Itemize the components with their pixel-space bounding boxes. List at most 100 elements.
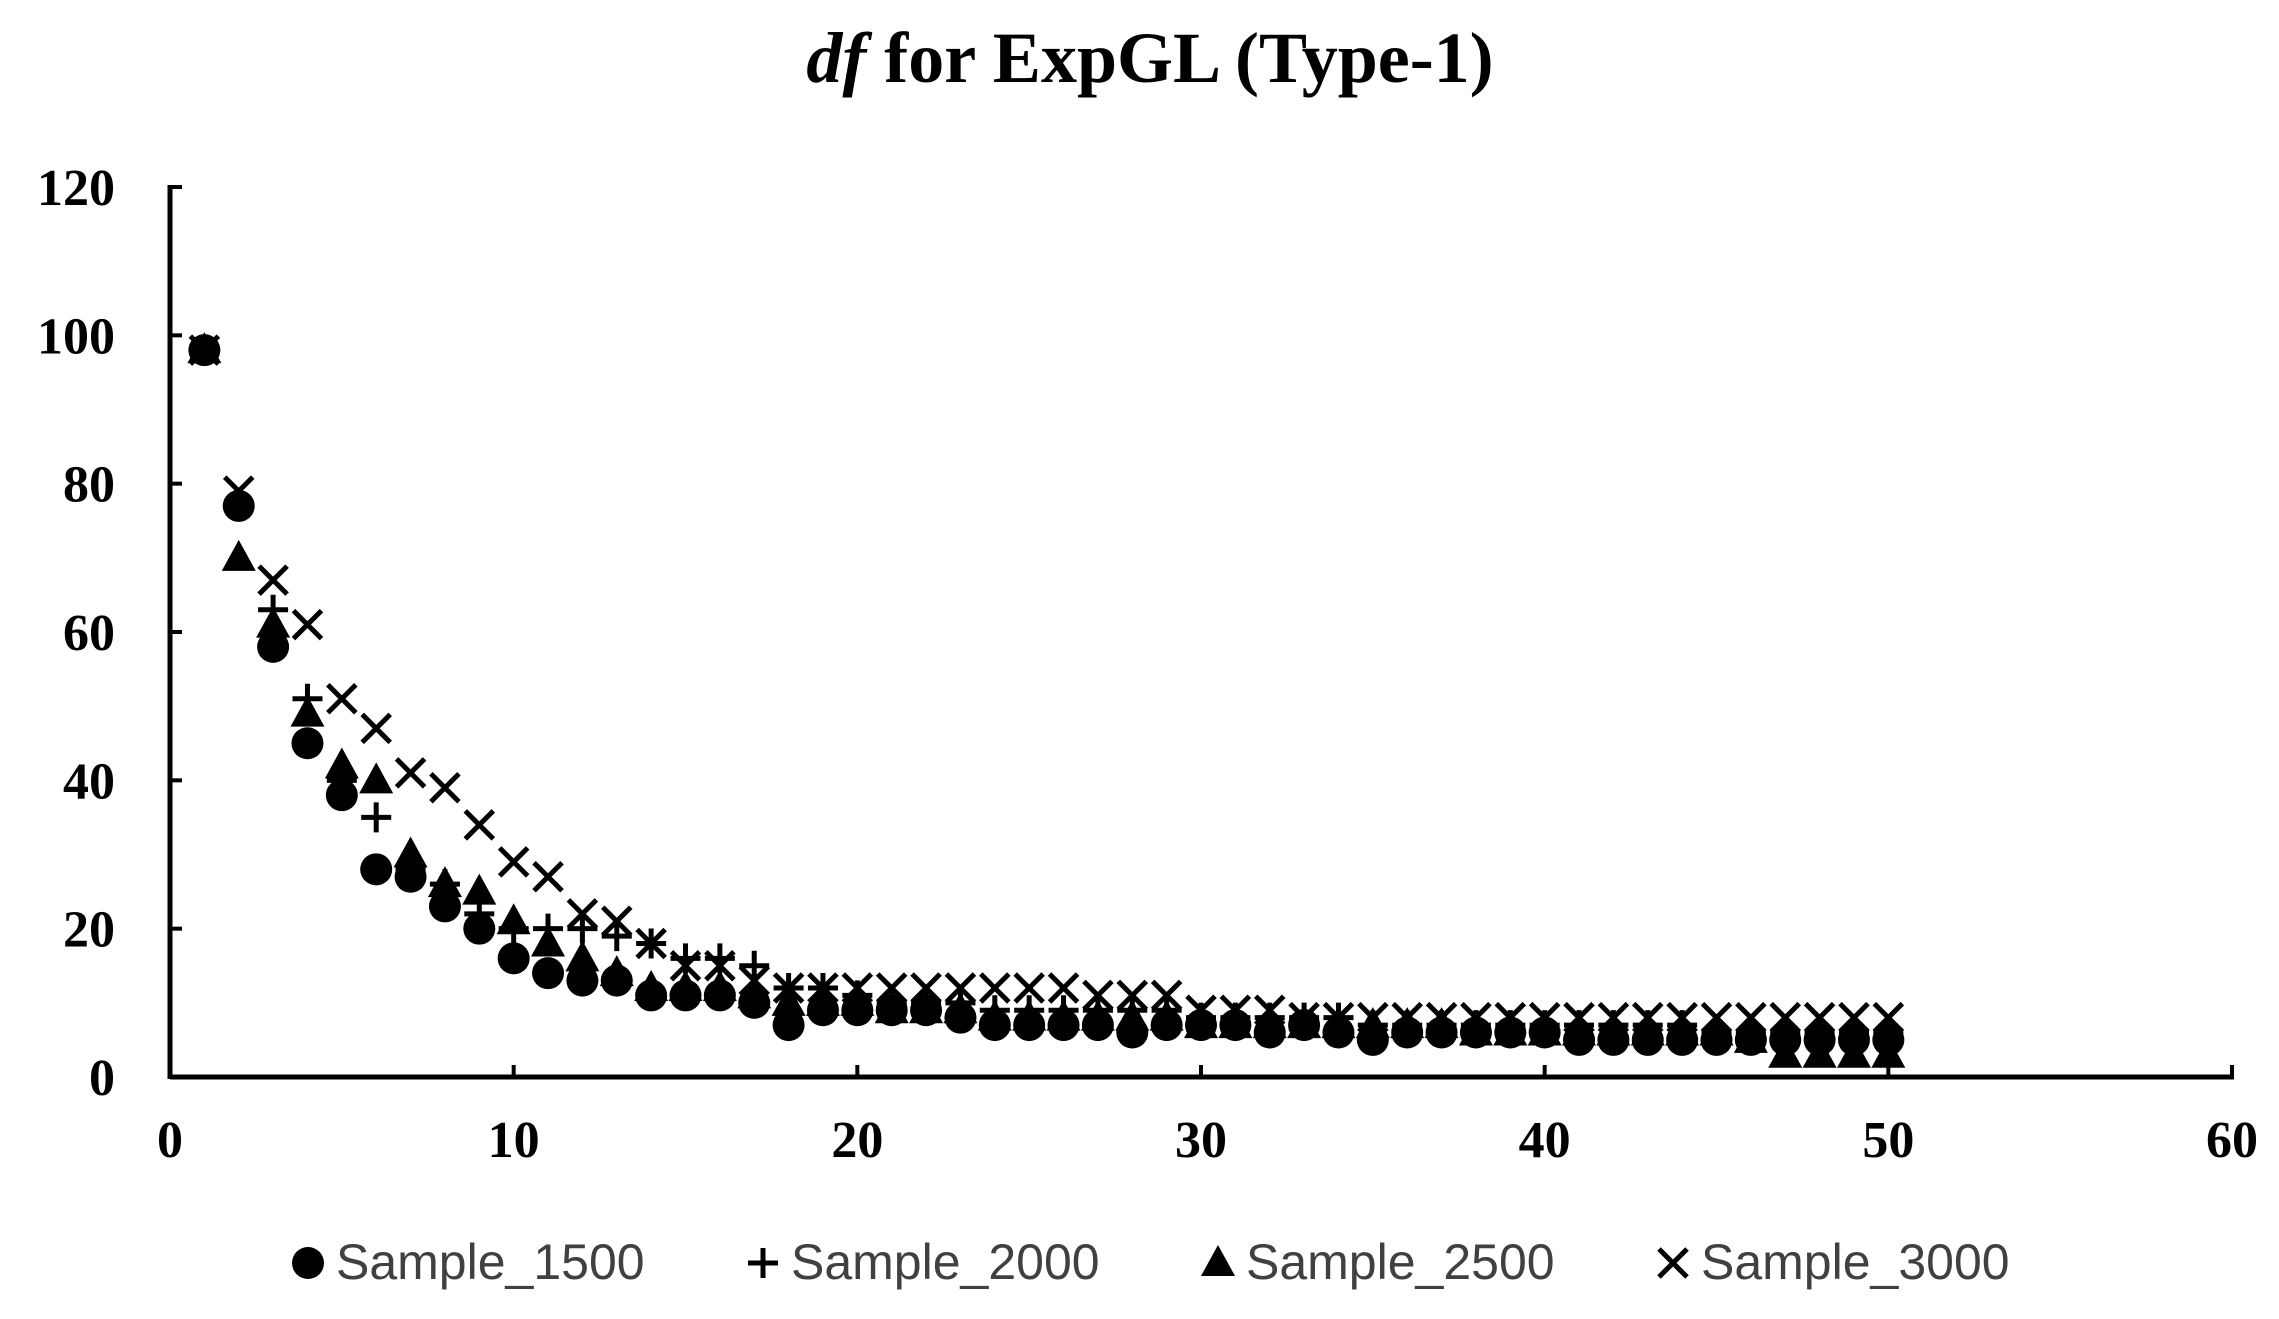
data-point <box>256 606 291 638</box>
data-point <box>1803 1001 1836 1034</box>
data-point <box>634 970 669 1001</box>
data-point <box>1838 1001 1870 1034</box>
data-point <box>944 972 977 1004</box>
legend-item: Sample_1500 <box>292 1234 645 1290</box>
legend-label: Sample_1500 <box>336 1234 645 1290</box>
data-point <box>1012 999 1047 1031</box>
legend-label: Sample_3000 <box>1701 1234 2010 1290</box>
data-point <box>1116 979 1149 1012</box>
data-point <box>565 940 600 972</box>
data-point <box>601 921 632 952</box>
data-point <box>188 334 221 366</box>
data-point <box>326 682 358 715</box>
data-point <box>290 695 325 727</box>
data-point <box>1494 1001 1527 1034</box>
series-sample-2000 <box>189 335 1904 1048</box>
data-point <box>1287 1007 1322 1039</box>
data-point <box>739 950 770 981</box>
data-point <box>532 957 565 990</box>
data-point <box>1252 1007 1287 1039</box>
data-point <box>1871 1036 1906 1068</box>
data-point <box>360 853 393 886</box>
chart-title-italic: df <box>806 18 872 98</box>
data-point <box>291 727 324 760</box>
data-point <box>635 927 667 960</box>
data-point <box>360 712 392 745</box>
data-point <box>977 999 1012 1031</box>
data-point <box>840 984 875 1016</box>
data-point <box>772 1009 805 1042</box>
data-point <box>359 762 394 794</box>
data-point <box>1185 994 1217 1027</box>
x-tick-label: 40 <box>1519 1112 1571 1169</box>
data-point <box>1768 1036 1803 1068</box>
series-sample-2500 <box>187 332 1906 1068</box>
legend-marker <box>748 1248 778 1278</box>
data-point <box>1013 972 1045 1004</box>
data-point <box>1700 1001 1733 1034</box>
y-tick-label: 80 <box>63 457 115 514</box>
data-point <box>1288 1001 1320 1034</box>
data-point <box>1080 999 1115 1031</box>
data-point <box>1115 999 1150 1031</box>
x-tick-label: 10 <box>488 1112 540 1169</box>
data-point <box>1872 1001 1905 1034</box>
data-point <box>1597 1001 1630 1034</box>
data-point <box>669 949 702 982</box>
data-point <box>1769 1001 1801 1034</box>
data-point <box>1802 1036 1837 1068</box>
legend-item: Sample_2000 <box>748 1234 1100 1290</box>
legend-item: Sample_3000 <box>1657 1234 2010 1290</box>
data-point <box>600 905 633 938</box>
data-point <box>1219 994 1252 1027</box>
data-point <box>738 964 771 997</box>
x-tick-label: 0 <box>157 1112 183 1169</box>
data-point <box>497 942 530 975</box>
y-tick-label: 20 <box>63 902 115 959</box>
data-point <box>566 964 599 997</box>
data-point <box>361 802 392 833</box>
data-point <box>1149 999 1184 1031</box>
data-point <box>875 972 908 1004</box>
chart-title-rest: for ExpGL (Type-1) <box>866 18 1493 98</box>
data-point <box>429 771 461 804</box>
legend: Sample_1500 Sample_2000 Sample_2500 Sample_… <box>292 1234 2010 1290</box>
data-point <box>1458 1014 1493 1046</box>
data-point <box>394 757 427 789</box>
data-point <box>257 564 289 596</box>
data-point <box>737 977 772 1009</box>
data-point <box>1355 1007 1390 1039</box>
data-point <box>1527 1014 1562 1046</box>
data-point <box>1047 972 1080 1004</box>
legend-marker <box>292 1247 324 1279</box>
data-point <box>1184 1007 1218 1039</box>
data-point <box>463 809 496 841</box>
data-point <box>1218 1007 1253 1039</box>
data-point <box>979 972 1011 1004</box>
data-marks <box>187 332 1906 1068</box>
data-point <box>1528 1001 1561 1034</box>
legend-label: Sample_2000 <box>791 1234 1100 1290</box>
data-point <box>222 475 255 507</box>
data-point <box>532 860 564 893</box>
data-point <box>1733 1021 1768 1053</box>
data-point <box>324 747 359 779</box>
data-point <box>1424 1007 1459 1039</box>
data-point <box>599 955 634 987</box>
data-point <box>1665 1014 1700 1046</box>
data-point <box>1632 1001 1664 1034</box>
series-sample-1500 <box>188 334 1905 1056</box>
data-point <box>943 992 978 1024</box>
data-point <box>1563 1001 1595 1034</box>
data-point <box>1596 1014 1631 1046</box>
data-point <box>668 970 703 1001</box>
data-point <box>566 898 599 930</box>
data-point <box>497 846 530 878</box>
data-point <box>393 836 428 868</box>
data-point <box>1699 1014 1734 1046</box>
data-point <box>291 608 324 641</box>
data-point <box>909 992 944 1024</box>
data-point <box>1150 979 1183 1012</box>
data-point <box>257 630 290 663</box>
